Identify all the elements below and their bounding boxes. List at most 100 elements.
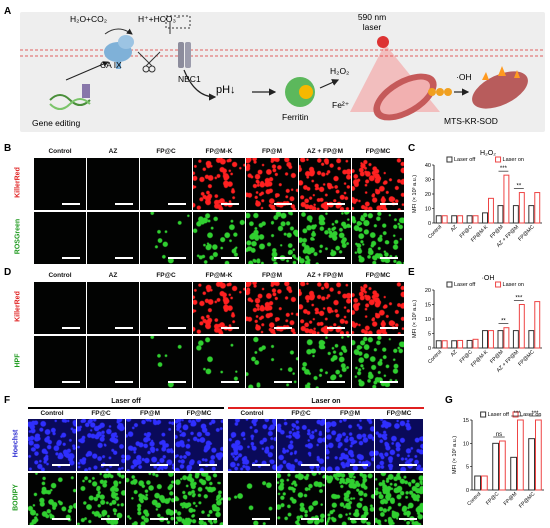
bar-0 — [451, 215, 458, 224]
damaged-mitochondrion-icon — [472, 66, 528, 109]
row-label: ROSGreen — [14, 218, 22, 255]
y-tick-label: 10 — [425, 207, 431, 213]
row-label: Hoechst — [12, 429, 20, 458]
column-header: FP@C — [156, 272, 176, 279]
bar-1 — [472, 338, 479, 349]
micrograph-tile — [87, 282, 139, 334]
bar-1 — [535, 419, 542, 491]
gene-editing-label: Gene editing — [32, 118, 81, 128]
x-tick-label: FP@M-K — [470, 224, 490, 244]
y-tick-label: 0 — [428, 221, 431, 227]
column-header: FP@C — [91, 410, 111, 417]
legend-swatch — [446, 281, 453, 288]
scale-bar — [115, 203, 133, 205]
micrograph-tile — [228, 473, 276, 525]
bar-1 — [534, 301, 541, 349]
scale-bar — [350, 464, 368, 466]
dna-icon — [49, 94, 91, 110]
column-header: FP@C — [156, 148, 176, 155]
scale-bar — [62, 257, 80, 259]
micrograph-tile — [352, 282, 404, 334]
micrograph-tile — [299, 282, 351, 334]
scale-bar — [274, 327, 292, 329]
h2o-co2-label: H₂O+CO₂ — [70, 14, 108, 24]
fe2-label: Fe²⁺ — [332, 100, 350, 110]
mitochondrion-icon — [373, 73, 437, 121]
bar-0 — [528, 330, 535, 349]
group-line-on — [228, 407, 424, 409]
vial-icon — [82, 84, 90, 98]
scale-bar — [115, 257, 133, 259]
bar-0 — [466, 339, 473, 349]
column-header: FP@C — [291, 410, 311, 417]
bar-1 — [518, 192, 525, 224]
scale-bar — [399, 518, 417, 520]
bar-1 — [441, 340, 448, 349]
scissors-icon — [137, 51, 161, 73]
nbc1-label: NBC1 — [178, 74, 201, 84]
x-tick-label: FP@C — [485, 491, 500, 506]
column-header: FP@M — [139, 410, 161, 417]
scale-bar — [301, 464, 319, 466]
x-tick-label: FP@MC — [517, 224, 536, 243]
panel-label-a: A — [4, 6, 12, 17]
column-header: Control — [48, 272, 72, 279]
micrograph-tile — [193, 282, 245, 334]
scale-bar — [274, 257, 292, 259]
ferritin-icon — [285, 77, 315, 107]
micrograph-tile — [246, 282, 298, 334]
legend-swatch — [480, 411, 487, 418]
x-tick-label: FP@MC — [518, 491, 537, 510]
micrograph-tile — [126, 419, 174, 471]
panel-label-e: E — [408, 267, 415, 278]
scale-bar — [150, 518, 168, 520]
bar-0 — [497, 205, 504, 224]
sig-label: *** — [515, 296, 523, 302]
y-axis-label: MFI (× 10³ a.u.) — [452, 436, 458, 474]
chart-title: ·OH — [482, 275, 495, 282]
bar-0 — [492, 442, 500, 491]
scale-bar — [221, 327, 239, 329]
panel-label-f: F — [4, 395, 11, 406]
micrograph-tile — [28, 473, 76, 525]
micrograph-tile — [77, 473, 125, 525]
bar-1 — [534, 192, 541, 224]
bar-1 — [503, 174, 510, 224]
y-tick-label: 40 — [425, 163, 431, 169]
micrograph-tile — [326, 419, 374, 471]
column-header: AZ + FP@M — [306, 148, 344, 155]
column-header: FP@MC — [365, 272, 391, 279]
h2o2-label: H₂O₂ — [330, 66, 350, 76]
scale-bar — [221, 381, 239, 383]
micrograph-tile — [352, 212, 404, 264]
column-header: AZ — [108, 148, 118, 155]
scale-bar — [399, 464, 417, 466]
micrograph-tile — [34, 282, 86, 334]
scale-bar — [301, 518, 319, 520]
ferritin-label: Ferritin — [282, 112, 309, 122]
bar-0 — [482, 212, 489, 224]
bar-0 — [435, 340, 442, 349]
group-header-laser-off: Laser off — [111, 398, 141, 405]
micrograph-tile — [140, 282, 192, 334]
bar-1 — [441, 215, 448, 224]
y-tick-label: 15 — [425, 303, 431, 309]
scale-bar — [380, 327, 398, 329]
bar-1 — [472, 215, 479, 224]
micrograph-tile — [375, 473, 423, 525]
legend-label: Laser off — [454, 157, 476, 163]
scale-bar — [252, 518, 270, 520]
column-header: Control — [40, 410, 64, 417]
column-header: FP@MC — [365, 148, 391, 155]
bar-0 — [528, 438, 535, 491]
panel-label-g: G — [445, 395, 453, 406]
legend-swatch — [512, 411, 519, 418]
micrograph-tile — [193, 336, 245, 388]
column-header: AZ — [108, 272, 118, 279]
sig-label: *** — [531, 411, 539, 417]
legend-label: Laser off — [454, 282, 476, 288]
micrograph-tile — [246, 212, 298, 264]
sig-label: *** — [513, 411, 521, 417]
bar-0 — [466, 215, 473, 224]
